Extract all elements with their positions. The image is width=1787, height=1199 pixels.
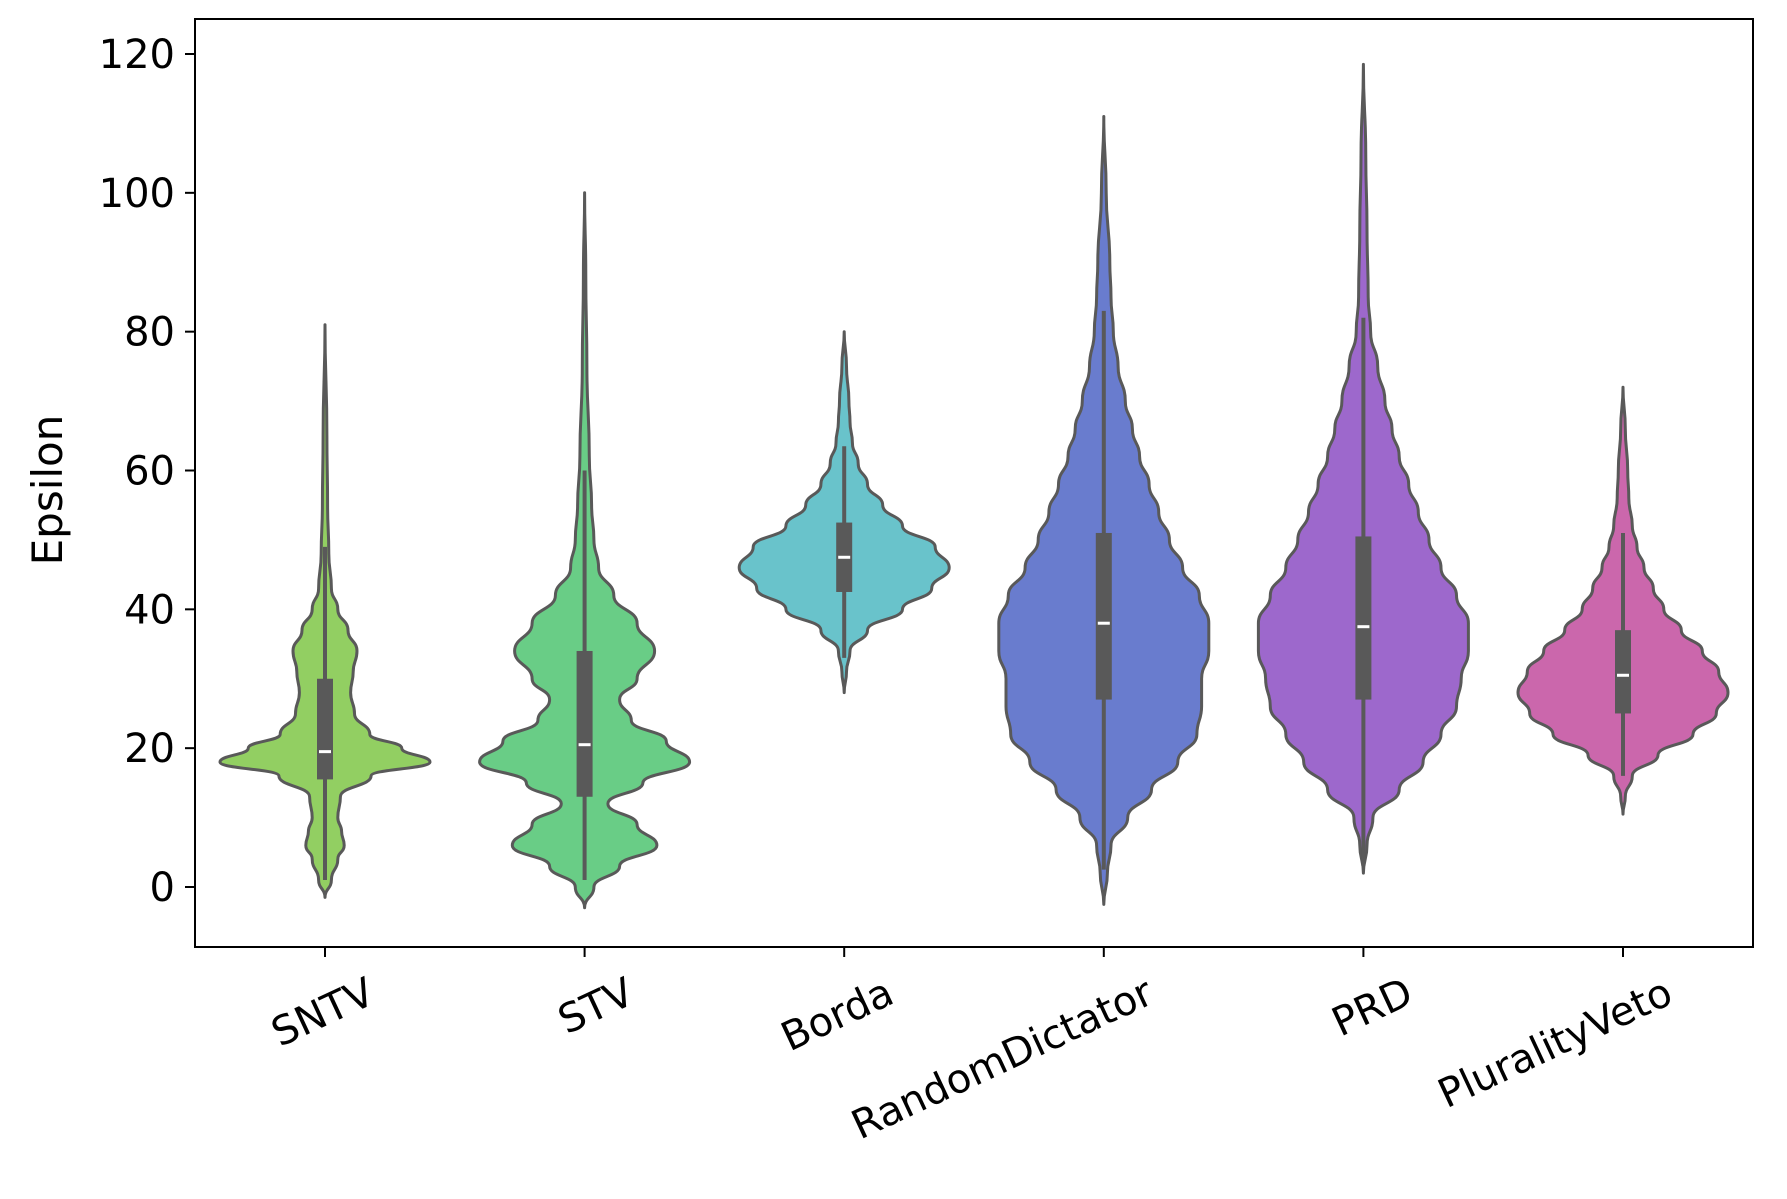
- y-tick-label: 100: [99, 171, 175, 217]
- plot-frame: [194, 18, 1754, 948]
- violin-iqr-box-PRD: [1355, 536, 1372, 700]
- violin-group-Borda: [737, 330, 951, 695]
- violin-layer: [218, 62, 1730, 910]
- violin-group-STV: [478, 191, 692, 910]
- y-axis: 0 20 40 60 80 100 120: [99, 32, 195, 911]
- y-tick-label: 20: [124, 726, 175, 772]
- violin-iqr-box-PluralityVeto: [1615, 630, 1631, 714]
- y-tick-label: 40: [124, 587, 175, 633]
- x-tick-label: SNTV: [265, 969, 382, 1056]
- y-axis-label: Epsilon: [23, 415, 72, 566]
- x-tick-label: STV: [551, 969, 641, 1044]
- y-tick-label: 0: [150, 865, 175, 911]
- violin-iqr-box-SNTV: [317, 678, 333, 780]
- violin-iqr-box-STV: [576, 650, 593, 797]
- violin-group-PluralityVeto: [1516, 385, 1730, 816]
- violin-group-RandomDictator: [997, 115, 1211, 906]
- x-tick-label: PRD: [1325, 969, 1419, 1046]
- y-tick-label: 60: [124, 449, 175, 495]
- y-tick-label: 80: [124, 310, 175, 356]
- violin-group-PRD: [1256, 62, 1470, 875]
- y-tick-label: 120: [99, 32, 175, 78]
- x-tick-label: PluralityVeto: [1431, 969, 1679, 1117]
- violin-iqr-box-RandomDictator: [1095, 532, 1112, 700]
- x-tick-label: Borda: [774, 969, 900, 1060]
- violin-group-SNTV: [218, 323, 432, 899]
